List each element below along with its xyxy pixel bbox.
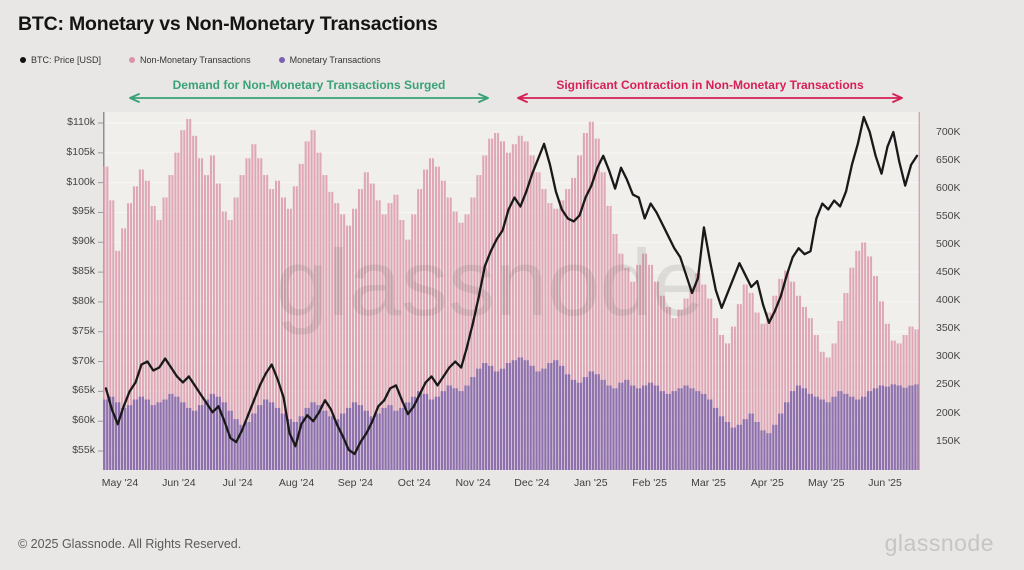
x-axis-tick: Jul '24	[222, 477, 253, 489]
double-arrow-icon	[129, 93, 489, 103]
legend-dot-icon	[20, 57, 26, 63]
legend-dot-icon	[278, 57, 285, 63]
y-axis-tick-right: 600K	[936, 182, 961, 195]
x-axis-tick: Dec '24	[514, 477, 550, 489]
y-axis-tick-left: $85k	[72, 265, 95, 278]
x-axis-tick: Jun '25	[868, 477, 902, 489]
y-axis-tick-right: 200K	[936, 406, 961, 419]
legend-dot-icon	[129, 57, 136, 63]
legend-item-label: Monetary Transactions	[289, 55, 381, 65]
x-axis-tick: May '24	[101, 477, 139, 489]
legend: BTC: Price [USD] Non-Monetary Transactio…	[20, 55, 381, 65]
legend-item-label: BTC: Price [USD]	[31, 55, 102, 65]
x-axis-tick: Feb '25	[632, 477, 667, 489]
y-axis-tick-left: $110k	[67, 116, 95, 128]
copyright-text: © 2025 Glassnode. All Rights Reserved.	[18, 537, 242, 551]
y-axis-tick-left: $55k	[72, 444, 95, 456]
legend-item-monetary: Monetary Transactions	[278, 55, 381, 65]
y-axis-tick-right: 300K	[936, 350, 961, 363]
y-axis-tick-left: $100k	[66, 175, 95, 188]
y-axis-tick-left: $75k	[72, 324, 95, 337]
x-axis-tick: Aug '24	[278, 477, 315, 489]
y-axis-tick-left: $80k	[72, 294, 95, 307]
watermark: glassnode	[276, 230, 705, 335]
x-axis-tick: Jun '24	[162, 477, 196, 489]
annotation-contraction-text: Significant Contraction in Non-Monetary …	[556, 78, 864, 92]
y-axis-tick-left: $105k	[66, 145, 95, 158]
x-axis-tick: May '25	[807, 477, 845, 489]
legend-item-label: Non-Monetary Transactions	[140, 55, 251, 65]
y-axis-tick-right: 350K	[936, 322, 961, 335]
glassnode-logo: glassnode	[884, 530, 994, 556]
x-axis-tick: Mar '25	[691, 477, 726, 489]
y-axis-tick-right: 550K	[936, 210, 961, 223]
y-axis-tick-left: $70k	[72, 354, 95, 367]
y-axis-tick-left: $95k	[72, 205, 95, 218]
page-title: BTC: Monetary vs Non-Monetary Transactio…	[18, 13, 438, 35]
x-axis-tick: Jan '25	[574, 477, 608, 489]
y-axis-tick-right: 400K	[936, 294, 961, 307]
y-axis-tick-right: 150K	[936, 434, 961, 447]
y-axis-tick-right: 450K	[936, 266, 961, 279]
y-axis-tick-right: 650K	[936, 154, 961, 167]
annotation-surge-text: Demand for Non-Monetary Transactions Sur…	[172, 78, 446, 92]
y-axis-tick-left: $65k	[72, 384, 95, 397]
legend-item-btc-price: BTC: Price [USD]	[20, 55, 101, 65]
x-axis-tick: Apr '25	[750, 477, 784, 489]
y-axis-tick-right: 500K	[936, 238, 961, 251]
x-axis-tick: Nov '24	[455, 477, 491, 489]
y-axis-tick-right: 700K	[936, 126, 961, 138]
y-axis-tick-left: $90k	[72, 235, 95, 248]
legend-item-non-monetary: Non-Monetary Transactions	[129, 55, 251, 65]
x-axis-tick: Oct '24	[397, 477, 431, 489]
y-axis-tick-left: $60k	[72, 414, 95, 427]
x-axis-tick: Sep '24	[337, 477, 374, 489]
plot-area: glassnode	[98, 112, 920, 471]
double-arrow-icon	[517, 93, 903, 103]
y-axis-tick-right: 250K	[936, 378, 961, 391]
chart-plot: glassnode	[98, 112, 920, 471]
